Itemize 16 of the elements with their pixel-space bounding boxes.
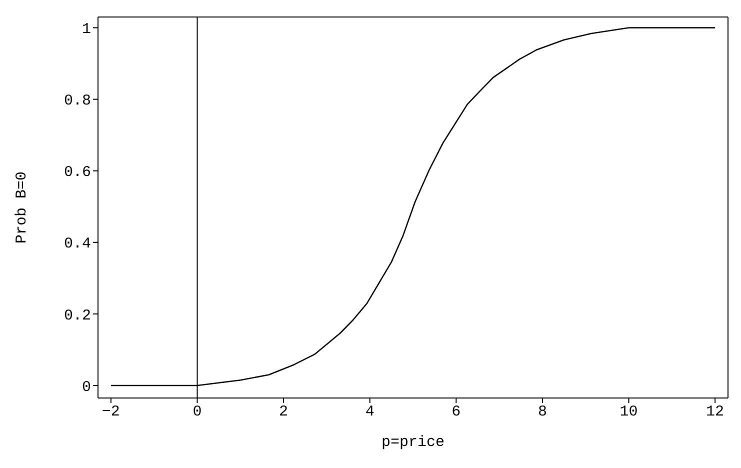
x-tick-label: 8: [538, 404, 547, 421]
x-axis-title: p=price: [381, 434, 445, 451]
x-tick-label: 6: [452, 404, 461, 421]
x-tick-label: 0: [192, 404, 202, 421]
x-tick-label: −2: [102, 404, 120, 421]
y-axis-title: Prob B=0: [13, 171, 30, 244]
y-tick-label: 0.2: [64, 307, 91, 324]
y-tick-label: 0.6: [64, 164, 91, 182]
y-tick-label: 0.8: [64, 92, 91, 110]
y-tick-label: 0.4: [64, 236, 91, 253]
x-tick-label: 2: [279, 404, 288, 421]
x-tick-label: 12: [706, 404, 724, 421]
x-tick-label: 10: [620, 404, 638, 421]
x-tick-label: 4: [365, 404, 374, 421]
y-tick-label: 0: [82, 378, 91, 396]
y-tick-label: 1: [82, 21, 91, 38]
